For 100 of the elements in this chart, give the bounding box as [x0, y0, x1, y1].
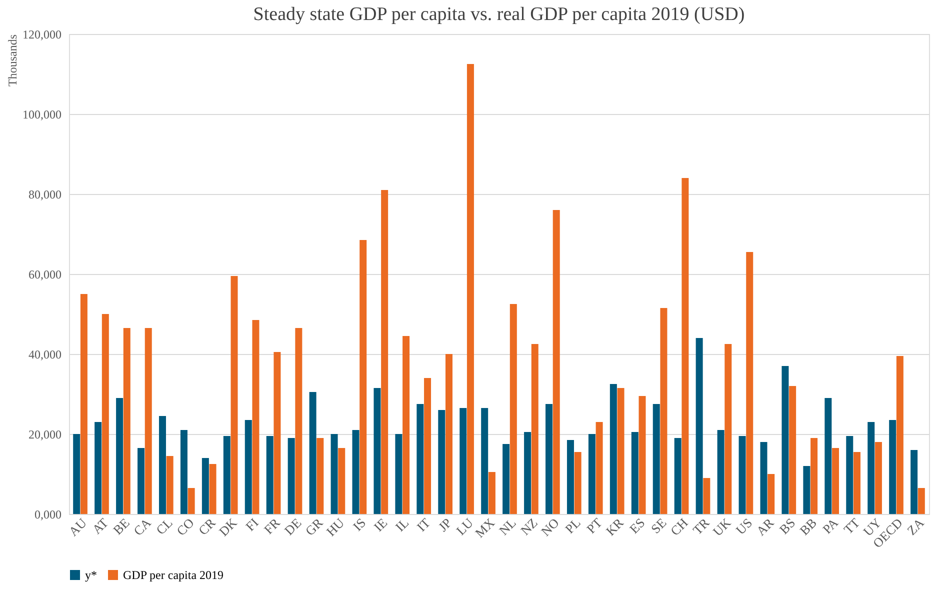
- bar: [230, 276, 238, 514]
- bar: [374, 388, 381, 514]
- x-tick-label: CA: [130, 514, 154, 538]
- bar: [352, 430, 360, 514]
- bar: [395, 434, 402, 514]
- x-tick-label: ZA: [904, 514, 928, 538]
- bar: [510, 304, 517, 514]
- bar: [123, 328, 130, 514]
- bar: [424, 378, 432, 514]
- bar: [402, 336, 410, 514]
- y-tick-label: 20,000: [28, 428, 62, 442]
- bar: [746, 252, 754, 514]
- y-tick-label: 100,000: [22, 108, 62, 122]
- bar: [166, 456, 174, 514]
- bar: [874, 442, 882, 514]
- bar: [438, 410, 446, 514]
- bar: [138, 448, 145, 514]
- x-tick-label: CL: [152, 515, 176, 538]
- bar: [660, 308, 668, 514]
- x-tick-label: UK: [710, 514, 734, 539]
- y-tick-label: 0,000: [34, 508, 62, 522]
- x-tick-label: BE: [110, 515, 132, 538]
- bar: [244, 420, 252, 514]
- bar: [202, 458, 209, 514]
- y-axis-title: Thousands: [6, 34, 20, 86]
- bar: [853, 452, 860, 514]
- bar: [696, 338, 703, 514]
- bar: [73, 434, 80, 514]
- x-tick-label: CH: [667, 515, 691, 538]
- bar: [158, 416, 166, 514]
- x-tick-label: PT: [583, 515, 605, 536]
- bar: [338, 448, 346, 514]
- x-tick-label: NZ: [518, 515, 540, 538]
- y-tick-label: 120,000: [22, 28, 62, 42]
- x-tick-label: AR: [753, 514, 777, 538]
- bar: [466, 64, 474, 514]
- bar: [868, 422, 875, 514]
- bar: [416, 404, 424, 514]
- bar: [481, 408, 488, 514]
- bar: [188, 488, 195, 514]
- bar: [524, 432, 532, 514]
- y-tick-label: 40,000: [28, 348, 62, 362]
- bar: [896, 356, 904, 514]
- legend-label: GDP per capita 2019: [123, 568, 224, 582]
- bar: [910, 450, 918, 514]
- x-tick-label: TT: [840, 515, 863, 537]
- bar: [588, 434, 596, 514]
- bar: [116, 398, 124, 514]
- bar: [94, 422, 102, 514]
- bar: [381, 190, 388, 514]
- y-tick-label: 60,000: [28, 268, 62, 282]
- bar: [631, 432, 638, 514]
- bar: [824, 398, 832, 514]
- x-tick-label: NO: [538, 515, 562, 539]
- bar: [724, 344, 732, 514]
- x-tick-label: SE: [648, 515, 670, 536]
- bar: [552, 210, 560, 514]
- bar: [460, 408, 467, 514]
- x-tick-label: IL: [392, 515, 412, 534]
- x-tick-label: KR: [602, 514, 627, 538]
- bar: [832, 448, 840, 514]
- x-tick-label: ES: [626, 515, 648, 536]
- bar: [846, 436, 854, 514]
- bar: [717, 430, 724, 514]
- x-tick-label: TR: [690, 514, 712, 538]
- x-tick-label: FR: [260, 514, 283, 537]
- x-tick-label: NL: [496, 515, 519, 538]
- bar: [610, 384, 617, 514]
- bar: [638, 396, 646, 514]
- bar: [574, 452, 582, 514]
- bar: [295, 328, 302, 514]
- x-tick-label: CO: [173, 515, 197, 538]
- x-tick-label: GR: [302, 514, 326, 538]
- bar: [80, 294, 88, 514]
- bar: [703, 478, 710, 514]
- bar: [266, 436, 274, 514]
- x-tick-label: IE: [370, 515, 390, 534]
- bar: [782, 366, 789, 514]
- bar: [617, 388, 624, 514]
- bar: [738, 436, 746, 514]
- x-tick-label: BS: [776, 515, 798, 537]
- bar: [330, 434, 338, 514]
- x-tick-label: IT: [414, 515, 434, 534]
- bar: [488, 472, 496, 514]
- x-tick-label: PA: [820, 514, 842, 537]
- x-tick-label: HU: [323, 514, 348, 539]
- x-tick-label: PL: [562, 515, 584, 536]
- bar: [445, 354, 452, 514]
- x-tick-label: FI: [242, 515, 262, 534]
- bar: [209, 464, 216, 514]
- bar: [316, 438, 324, 514]
- x-tick-label: US: [732, 515, 756, 538]
- bar: [889, 420, 896, 514]
- bar: [810, 438, 818, 514]
- bar: [674, 438, 682, 514]
- bar: [223, 436, 230, 514]
- bar: [803, 466, 810, 514]
- bar: [309, 392, 316, 514]
- x-tick-label: JP: [435, 515, 455, 534]
- bar: [274, 352, 281, 514]
